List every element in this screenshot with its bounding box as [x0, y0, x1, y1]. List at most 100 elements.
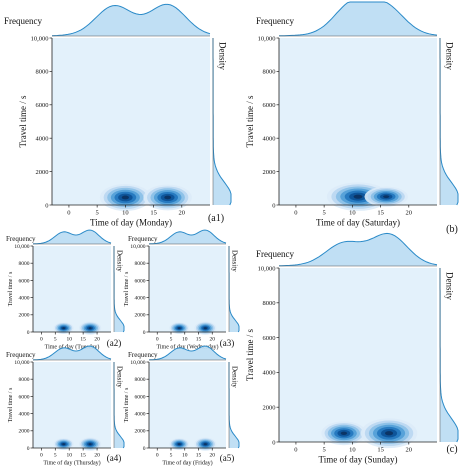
x-tick-label: 0: [294, 447, 297, 454]
density-label: Density: [231, 366, 239, 388]
panel-label: (a4): [107, 453, 122, 463]
y-axis-label: Travel time / s: [18, 95, 28, 147]
frequency-kde-line: [148, 229, 227, 245]
y-tick-label: 10,000: [130, 244, 145, 250]
density-contour: [385, 431, 394, 436]
density-kde-fill: [440, 268, 458, 442]
frequency-kde-fill: [52, 4, 210, 37]
panel-label: (a2): [107, 338, 122, 348]
frequency-label: Frequency: [256, 16, 294, 26]
panel-a3: 0 5 10 15 20 0 2000 4000 6000 8000 10,000 Time of d…: [124, 229, 240, 351]
x-tick-label: 5: [54, 337, 57, 343]
y-tick-label: 4000: [135, 412, 146, 418]
x-tick-label: 0: [156, 453, 159, 459]
y-tick-label: 6000: [263, 335, 276, 342]
x-tick-label: 20: [406, 447, 413, 454]
y-tick-label: 2000: [19, 313, 30, 319]
x-axis-label: Time of day (Sunday): [319, 455, 398, 465]
frequency-label: Frequency: [6, 351, 36, 359]
x-tick-label: 0: [156, 337, 159, 343]
density-contour: [203, 327, 207, 330]
x-axis-label: Time of day (Monday): [90, 218, 172, 228]
y-tick-label: 2000: [135, 429, 146, 435]
panel-label: (a1): [208, 213, 224, 224]
frequency-kde-line: [51, 3, 211, 37]
density-kde-fill: [440, 38, 458, 205]
x-tick-label: 5: [54, 453, 57, 459]
frequency-kde-fill: [279, 233, 437, 266]
x-tick-label: 15: [196, 337, 202, 343]
frequency-kde-line: [148, 345, 227, 361]
x-tick-label: 10: [349, 447, 356, 454]
density-contour: [121, 195, 129, 200]
y-tick-label: 10,000: [14, 360, 29, 366]
x-tick-label: 5: [323, 447, 326, 454]
x-tick-label: 10: [349, 210, 356, 217]
y-tick-label: 0: [272, 202, 275, 209]
frequency-kde-fill: [33, 230, 111, 244]
frequency-kde-fill: [149, 346, 226, 360]
frequency-kde-fill: [33, 346, 111, 360]
plot-area: [149, 362, 226, 448]
y-axis-label: Travel time / s: [124, 387, 130, 422]
density-contour: [177, 327, 181, 330]
frequency-label: Frequency: [128, 351, 158, 359]
x-tick-label: 20: [179, 210, 186, 217]
panel-a5: 0 5 10 15 20 0 2000 4000 6000 8000 10,000 Time of d…: [124, 345, 240, 467]
y-tick-label: 8000: [36, 69, 49, 76]
frequency-label: Frequency: [128, 235, 158, 243]
frequency-kde-line: [278, 1, 438, 37]
x-axis-label: Time of day (Tuesday): [45, 344, 100, 351]
x-axis-label: Time of day (Thursday): [43, 460, 100, 467]
x-tick-label: 20: [94, 453, 100, 459]
x-tick-label: 10: [66, 453, 72, 459]
frequency-kde-line: [32, 345, 112, 361]
panel-b: 0 5 10 15 20 0 2000 4000 6000 8000 10,000 Time of d…: [245, 1, 459, 235]
x-tick-label: 10: [182, 453, 188, 459]
y-tick-label: 0: [143, 446, 146, 452]
density-contour: [340, 431, 348, 436]
y-tick-label: 2000: [135, 313, 146, 319]
density-label: Density: [116, 250, 124, 272]
panel-label: (b): [446, 224, 458, 235]
y-tick-label: 6000: [135, 278, 146, 284]
density-label: Density: [116, 366, 124, 388]
density-kde-fill: [114, 362, 124, 448]
y-tick-label: 0: [143, 330, 146, 336]
y-tick-label: 2000: [36, 169, 49, 176]
y-tick-label: 10,000: [258, 265, 276, 272]
y-tick-label: 8000: [263, 300, 276, 307]
y-tick-label: 8000: [19, 261, 30, 267]
y-tick-label: 8000: [263, 69, 276, 76]
density-contour: [203, 443, 207, 446]
x-tick-label: 15: [196, 453, 202, 459]
y-tick-label: 4000: [36, 135, 49, 142]
y-tick-label: 8000: [135, 261, 146, 267]
y-tick-label: 6000: [135, 394, 146, 400]
x-tick-label: 20: [406, 210, 413, 217]
panel-a2: 0 5 10 15 20 0 2000 4000 6000 8000 10,000 Time of d…: [6, 229, 125, 351]
density-label: Density: [217, 42, 227, 70]
y-tick-label: 6000: [19, 278, 30, 284]
x-tick-label: 5: [96, 210, 99, 217]
x-tick-label: 20: [94, 337, 100, 343]
x-tick-label: 0: [67, 210, 70, 217]
density-contour: [177, 443, 181, 446]
y-axis-label: Travel time / s: [8, 387, 14, 422]
x-tick-label: 15: [377, 210, 384, 217]
y-tick-label: 2000: [263, 404, 276, 411]
y-tick-label: 6000: [36, 102, 49, 109]
x-tick-label: 10: [122, 210, 129, 217]
x-axis-label: Time of day (Wednesday): [156, 344, 218, 351]
y-axis-label: Travel time / s: [245, 95, 255, 147]
frequency-kde-line: [32, 229, 112, 245]
density-contour: [88, 327, 92, 330]
frequency-kde-fill: [279, 2, 437, 36]
x-tick-label: 15: [80, 453, 86, 459]
panel-label: (c): [446, 444, 457, 455]
y-tick-label: 6000: [19, 394, 30, 400]
y-tick-label: 10,000: [31, 35, 49, 42]
density-kde-fill: [229, 246, 239, 332]
x-tick-label: 5: [323, 210, 326, 217]
